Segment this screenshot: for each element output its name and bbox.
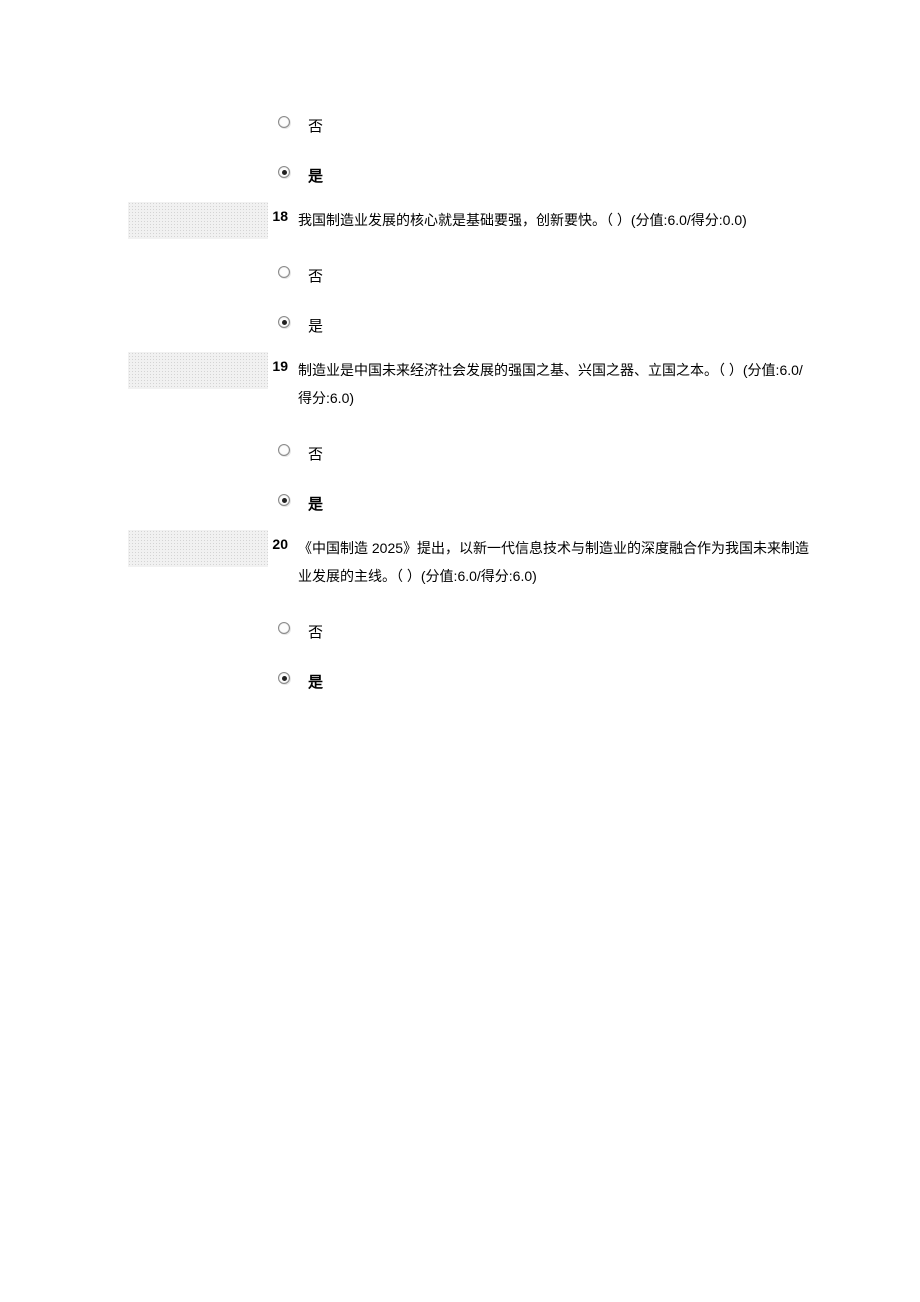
question-block-20: 20 《中国制造 2025》提出，以新一代信息技术与制造业的深度融合作为我国未来… — [0, 534, 920, 712]
radio-unselected-icon[interactable] — [278, 266, 290, 278]
question-number: 20 — [0, 534, 298, 552]
question-number: 18 — [0, 206, 298, 224]
option-group: 否 是 — [0, 590, 920, 712]
question-header: 18 我国制造业发展的核心就是基础要强，创新要快。（ ）(分值:6.0/得分:0… — [0, 206, 920, 234]
option-row[interactable]: 否 — [278, 100, 920, 150]
radio-unselected-icon[interactable] — [278, 116, 290, 128]
option-group: 否 是 — [0, 234, 920, 356]
option-row[interactable]: 否 — [278, 606, 920, 656]
option-label: 否 — [308, 115, 323, 136]
radio-selected-icon[interactable] — [278, 316, 290, 328]
question-header: 20 《中国制造 2025》提出，以新一代信息技术与制造业的深度融合作为我国未来… — [0, 534, 920, 590]
quiz-page: 否 是 18 我国制造业发展的核心就是基础要强，创新要快。（ ）(分值:6.0/… — [0, 0, 920, 712]
option-row[interactable]: 否 — [278, 428, 920, 478]
option-row[interactable]: 是 — [278, 150, 920, 200]
option-label: 是 — [308, 315, 323, 336]
question-text: 制造业是中国未来经济社会发展的强国之基、兴国之器、立国之本。（ ）(分值:6.0… — [298, 356, 920, 412]
question-text: 我国制造业发展的核心就是基础要强，创新要快。（ ）(分值:6.0/得分:0.0) — [298, 206, 920, 234]
option-row[interactable]: 是 — [278, 300, 920, 350]
option-group: 否 是 — [0, 412, 920, 534]
question-header: 19 制造业是中国未来经济社会发展的强国之基、兴国之器、立国之本。（ ）(分值:… — [0, 356, 920, 412]
option-label: 是 — [308, 493, 323, 514]
question-block-18: 18 我国制造业发展的核心就是基础要强，创新要快。（ ）(分值:6.0/得分:0… — [0, 206, 920, 356]
question-number: 19 — [0, 356, 298, 374]
radio-unselected-icon[interactable] — [278, 444, 290, 456]
radio-selected-icon[interactable] — [278, 672, 290, 684]
radio-selected-icon[interactable] — [278, 494, 290, 506]
option-label: 否 — [308, 265, 323, 286]
radio-selected-icon[interactable] — [278, 166, 290, 178]
leading-option-group: 否 是 — [0, 100, 920, 206]
question-block-19: 19 制造业是中国未来经济社会发展的强国之基、兴国之器、立国之本。（ ）(分值:… — [0, 356, 920, 534]
question-text: 《中国制造 2025》提出，以新一代信息技术与制造业的深度融合作为我国未来制造业… — [298, 534, 920, 590]
option-label: 是 — [308, 165, 323, 186]
option-row[interactable]: 是 — [278, 478, 920, 528]
option-label: 否 — [308, 621, 323, 642]
option-row[interactable]: 是 — [278, 656, 920, 706]
option-row[interactable]: 否 — [278, 250, 920, 300]
option-label: 是 — [308, 671, 323, 692]
option-label: 否 — [308, 443, 323, 464]
radio-unselected-icon[interactable] — [278, 622, 290, 634]
